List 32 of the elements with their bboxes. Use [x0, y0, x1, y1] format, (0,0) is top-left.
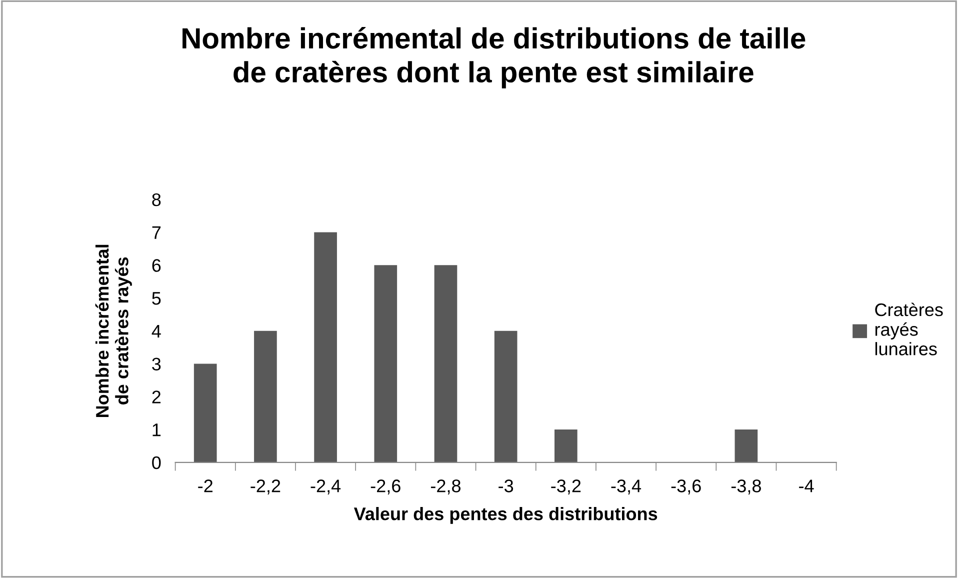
x-axis-title: Valeur des pentes des distributions: [354, 507, 658, 524]
chart-title: Nombre incrémental de distributions de taille de cratères dont la pente est similaire: [182, 27, 806, 88]
x-tick-label: -2,6: [370, 480, 400, 494]
x-tick-label: -2,8: [430, 480, 461, 494]
x-tick-label: -3,2: [551, 480, 581, 494]
bar: [374, 265, 398, 462]
bar: [554, 430, 578, 462]
y-tick-label: 1: [152, 424, 161, 436]
y-tick-label: 0: [152, 456, 161, 470]
y-tick-label: 8: [152, 193, 161, 206]
x-tick-label: -2: [198, 480, 212, 492]
y-tick-label: 2: [152, 390, 161, 404]
y-axis-title: Nombre incrémental de cratères rayés: [95, 244, 132, 417]
y-tick-label: 6: [152, 259, 161, 272]
y-tick-label: 7: [152, 226, 161, 239]
x-tick-label: -2,2: [250, 480, 280, 494]
x-tick-label: -4: [799, 480, 814, 492]
bar: [734, 430, 758, 462]
x-tick-label: -3,4: [611, 480, 642, 494]
x-tick-label: -3,8: [731, 480, 761, 494]
bar: [494, 330, 518, 462]
bar: [434, 265, 458, 462]
y-tick-label: 5: [152, 292, 161, 305]
x-tick-label: -2,4: [310, 480, 341, 494]
x-tick-label: -3,6: [671, 480, 701, 494]
bar: [254, 330, 277, 462]
legend-label: Cratères rayés lunaires: [875, 302, 943, 356]
bar: [314, 232, 337, 462]
x-tick-label: -3: [498, 480, 514, 492]
bar: [194, 364, 217, 462]
y-tick-label: 4: [152, 325, 161, 338]
y-tick-label: 3: [152, 358, 161, 370]
